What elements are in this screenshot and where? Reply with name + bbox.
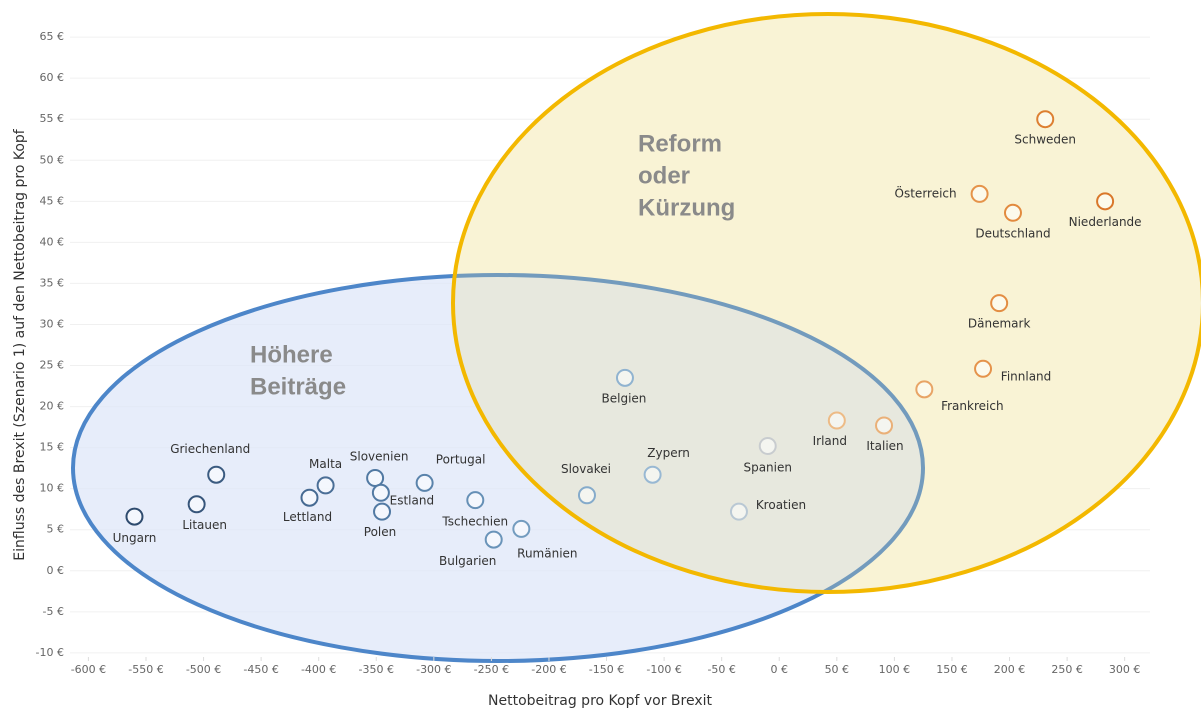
point — [415, 473, 434, 492]
x-tick-label: 250 € — [1051, 663, 1083, 676]
x-tick-label: 150 € — [936, 663, 968, 676]
point — [974, 359, 993, 378]
x-tick-label: -150 € — [589, 663, 624, 676]
point-label: Kroatien — [756, 498, 806, 512]
point-label: Bulgarien — [439, 554, 496, 568]
y-tick-label: 30 € — [40, 317, 65, 330]
y-tick-label: 55 € — [40, 112, 65, 125]
point-label: Belgien — [602, 391, 647, 405]
point — [125, 507, 144, 526]
y-tick-label: 15 € — [40, 441, 65, 454]
x-tick-label: -450 € — [243, 663, 278, 676]
point — [366, 469, 385, 488]
higher-contrib-region — [71, 273, 925, 663]
point-label: Deutschland — [975, 226, 1050, 240]
y-tick-label: -5 € — [43, 605, 64, 618]
point-label: Slovenien — [350, 450, 409, 464]
point-label: Polen — [364, 525, 396, 539]
x-tick-label: 300 € — [1109, 663, 1141, 676]
point-label: Frankreich — [941, 399, 1003, 413]
y-tick-label: 5 € — [47, 523, 65, 536]
point-label: Estland — [390, 493, 434, 507]
y-tick-label: 25 € — [40, 359, 65, 372]
point — [577, 486, 596, 505]
point-label: Rumänien — [517, 546, 577, 560]
point — [729, 502, 748, 521]
point-label: Litauen — [182, 518, 227, 532]
point-label: Portugal — [436, 452, 486, 466]
point — [875, 416, 894, 435]
point — [300, 488, 319, 507]
point — [316, 476, 335, 495]
point-label: Slovakei — [561, 462, 611, 476]
point — [615, 368, 634, 387]
point-label: Dänemark — [968, 317, 1031, 331]
point — [1003, 203, 1022, 222]
point-label: Spanien — [743, 460, 792, 474]
y-tick-label: -10 € — [36, 646, 64, 659]
point-label: Malta — [309, 457, 342, 471]
point-label: Irland — [813, 434, 847, 448]
point — [827, 411, 846, 430]
x-tick-label: 0 € — [771, 663, 789, 676]
x-tick-label: -350 € — [359, 663, 394, 676]
x-tick-label: 100 € — [879, 663, 911, 676]
point-label: Österreich — [895, 184, 957, 200]
annotation: Reform — [638, 130, 722, 157]
point — [643, 465, 662, 484]
point-label: Griechenland — [170, 442, 250, 456]
point-label: Tschechien — [441, 515, 508, 529]
y-tick-label: 60 € — [40, 71, 65, 84]
point-label: Italien — [866, 439, 903, 453]
point — [990, 294, 1009, 313]
point — [484, 530, 503, 549]
point-label: Niederlande — [1069, 215, 1142, 229]
point — [970, 184, 989, 203]
annotation: Höhere — [250, 341, 333, 368]
y-tick-label: 65 € — [40, 30, 65, 43]
x-tick-label: -400 € — [301, 663, 336, 676]
point-label: Lettland — [283, 510, 332, 524]
point — [373, 502, 392, 521]
point-label: Schweden — [1014, 133, 1076, 147]
y-tick-label: 45 € — [40, 194, 65, 207]
reform-region — [451, 12, 1201, 594]
x-axis-title: Nettobeitrag pro Kopf vor Brexit — [488, 693, 712, 709]
y-tick-label: 20 € — [40, 400, 65, 413]
x-tick-label: -550 € — [128, 663, 163, 676]
x-tick-label: -250 € — [474, 663, 509, 676]
x-tick-label: 50 € — [825, 663, 850, 676]
point — [915, 380, 934, 399]
x-tick-label: -100 € — [646, 663, 681, 676]
x-tick-label: -200 € — [531, 663, 566, 676]
y-axis-title: Einfluss des Brexit (Szenario 1) auf den… — [12, 128, 28, 560]
annotation: oder — [638, 162, 690, 189]
x-tick-label: -600 € — [71, 663, 106, 676]
point — [466, 491, 485, 510]
y-tick-label: 0 € — [47, 564, 65, 577]
y-tick-label: 35 € — [40, 276, 65, 289]
point-label: Ungarn — [113, 531, 157, 545]
y-tick-label: 50 € — [40, 153, 65, 166]
x-tick-label: -50 € — [707, 663, 735, 676]
point-label: Finnland — [1001, 369, 1051, 383]
x-tick-label: -300 € — [416, 663, 451, 676]
point — [207, 465, 226, 484]
point — [758, 436, 777, 455]
y-tick-label: 40 € — [40, 235, 65, 248]
point-label: Zypern — [647, 446, 690, 460]
point — [371, 483, 390, 502]
annotation: Beiträge — [250, 373, 346, 400]
point — [187, 495, 206, 514]
y-tick-label: 10 € — [40, 482, 65, 495]
x-tick-label: 200 € — [994, 663, 1026, 676]
point — [1036, 110, 1055, 129]
annotation: Kürzung — [638, 194, 735, 221]
point — [512, 519, 531, 538]
x-tick-label: -500 € — [186, 663, 221, 676]
point — [1096, 192, 1115, 211]
